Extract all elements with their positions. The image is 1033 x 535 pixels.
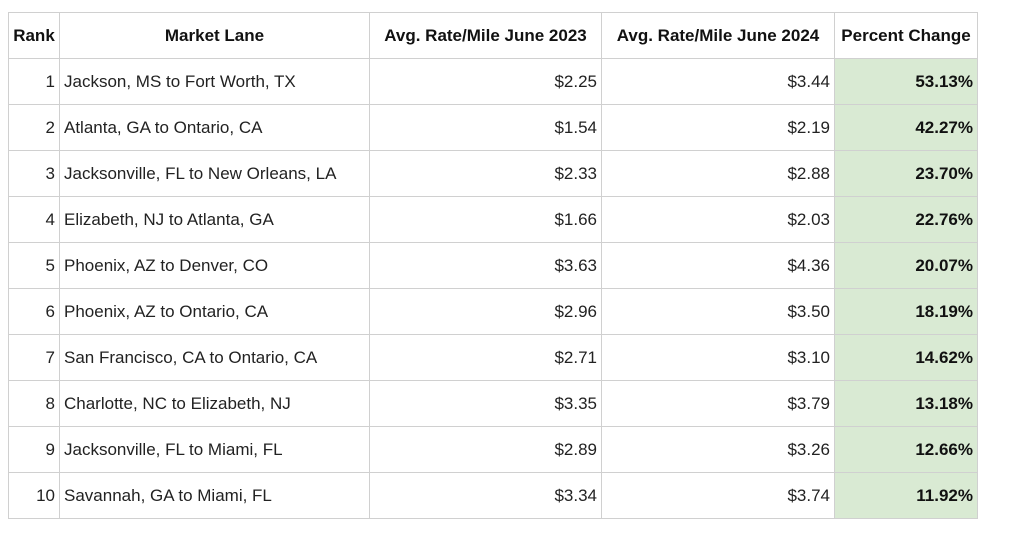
market-lane-cell: Phoenix, AZ to Denver, CO <box>59 242 370 289</box>
market-lane-cell: Atlanta, GA to Ontario, CA <box>59 104 370 151</box>
table-row: 4 Elizabeth, NJ to Atlanta, GA $1.66 $2.03 2… <box>8 196 978 243</box>
rank-cell: 1 <box>8 58 60 105</box>
rate-june-2024-cell: $3.50 <box>601 288 835 335</box>
rate-june-2024-cell: $3.79 <box>601 380 835 427</box>
table-row: 5 Phoenix, AZ to Denver, CO $3.63 $4.36 20.0… <box>8 242 978 289</box>
rank-cell: 2 <box>8 104 60 151</box>
table-row: 8 Charlotte, NC to Elizabeth, NJ $3.35 $3.7… <box>8 380 978 427</box>
market-lane-cell: Elizabeth, NJ to Atlanta, GA <box>59 196 370 243</box>
percent-change-cell: 12.66% <box>834 426 978 473</box>
header-percent-change: Percent Change <box>834 12 978 59</box>
freight-rate-table: Rank Market Lane Avg. Rate/Mile June 202… <box>8 12 978 519</box>
rank-cell: 10 <box>8 472 60 519</box>
rate-june-2023-cell: $2.89 <box>369 426 602 473</box>
rate-june-2023-cell: $1.54 <box>369 104 602 151</box>
table-row: 6 Phoenix, AZ to Ontario, CA $2.96 $3.50 18.… <box>8 288 978 335</box>
rate-june-2023-cell: $2.71 <box>369 334 602 381</box>
table-row: 2 Atlanta, GA to Ontario, CA $1.54 $2.19 42.… <box>8 104 978 151</box>
rate-june-2024-cell: $2.19 <box>601 104 835 151</box>
header-market-lane: Market Lane <box>59 12 370 59</box>
rate-june-2024-cell: $2.88 <box>601 150 835 197</box>
percent-change-cell: 20.07% <box>834 242 978 289</box>
rate-june-2023-cell: $3.34 <box>369 472 602 519</box>
table-body: 1 Jackson, MS to Fort Worth, TX $2.25 $3.44… <box>8 58 978 519</box>
rate-june-2024-cell: $3.44 <box>601 58 835 105</box>
rank-cell: 5 <box>8 242 60 289</box>
market-lane-cell: Phoenix, AZ to Ontario, CA <box>59 288 370 335</box>
rate-june-2024-cell: $2.03 <box>601 196 835 243</box>
percent-change-cell: 22.76% <box>834 196 978 243</box>
rate-june-2023-cell: $2.25 <box>369 58 602 105</box>
rate-june-2024-cell: $3.74 <box>601 472 835 519</box>
market-lane-cell: Jacksonville, FL to New Orleans, LA <box>59 150 370 197</box>
percent-change-cell: 18.19% <box>834 288 978 335</box>
rank-cell: 3 <box>8 150 60 197</box>
rank-cell: 9 <box>8 426 60 473</box>
rate-june-2023-cell: $3.63 <box>369 242 602 289</box>
market-lane-cell: San Francisco, CA to Ontario, CA <box>59 334 370 381</box>
market-lane-cell: Jacksonville, FL to Miami, FL <box>59 426 370 473</box>
rank-cell: 7 <box>8 334 60 381</box>
market-lane-cell: Jackson, MS to Fort Worth, TX <box>59 58 370 105</box>
percent-change-cell: 13.18% <box>834 380 978 427</box>
percent-change-cell: 23.70% <box>834 150 978 197</box>
percent-change-cell: 42.27% <box>834 104 978 151</box>
rate-june-2024-cell: $4.36 <box>601 242 835 289</box>
rate-june-2023-cell: $2.96 <box>369 288 602 335</box>
market-lane-cell: Charlotte, NC to Elizabeth, NJ <box>59 380 370 427</box>
header-rate-june-2024: Avg. Rate/Mile June 2024 <box>601 12 835 59</box>
rate-june-2023-cell: $3.35 <box>369 380 602 427</box>
rate-june-2024-cell: $3.10 <box>601 334 835 381</box>
header-rank: Rank <box>8 12 60 59</box>
market-lane-cell: Savannah, GA to Miami, FL <box>59 472 370 519</box>
rate-june-2023-cell: $1.66 <box>369 196 602 243</box>
table-row: 7 San Francisco, CA to Ontario, CA $2.71 $3… <box>8 334 978 381</box>
rank-cell: 6 <box>8 288 60 335</box>
table-row: 1 Jackson, MS to Fort Worth, TX $2.25 $3.44… <box>8 58 978 105</box>
header-rate-june-2023: Avg. Rate/Mile June 2023 <box>369 12 602 59</box>
rank-cell: 4 <box>8 196 60 243</box>
table-header: Rank Market Lane Avg. Rate/Mile June 202… <box>8 12 978 59</box>
table-row: 9 Jacksonville, FL to Miami, FL $2.89 $3.26… <box>8 426 978 473</box>
table-row: 10 Savannah, GA to Miami, FL $3.34 $3.74 11.… <box>8 472 978 519</box>
percent-change-cell: 11.92% <box>834 472 978 519</box>
rate-june-2023-cell: $2.33 <box>369 150 602 197</box>
table-row: 3 Jacksonville, FL to New Orleans, LA $2.3… <box>8 150 978 197</box>
percent-change-cell: 53.13% <box>834 58 978 105</box>
percent-change-cell: 14.62% <box>834 334 978 381</box>
header-row: Rank Market Lane Avg. Rate/Mile June 202… <box>8 12 978 59</box>
rank-cell: 8 <box>8 380 60 427</box>
rate-june-2024-cell: $3.26 <box>601 426 835 473</box>
